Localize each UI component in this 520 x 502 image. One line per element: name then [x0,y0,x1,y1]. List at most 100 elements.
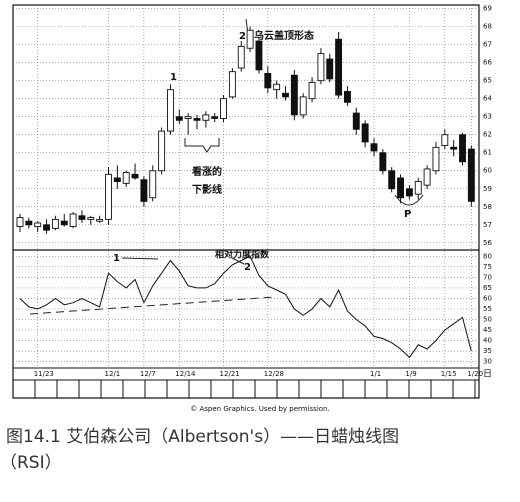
candle-body [255,40,263,71]
y-tick-label: 64 [483,95,492,103]
y-tick-label: 66 [483,59,492,67]
candle-body [264,73,272,89]
candle-body [211,116,219,119]
candle-body [166,89,174,132]
candle-body [16,217,24,228]
y-tick-label: 65 [483,284,492,292]
candle-body [405,188,413,197]
candle-body [202,114,210,121]
y-tick-label: 61 [483,149,492,157]
y-tick-label: 45 [483,326,492,334]
candle-body [361,123,369,143]
y-tick-label: 80 [483,252,492,260]
annotation: P [404,209,411,220]
y-tick-label: 59 [483,185,492,193]
candle-body [299,96,307,116]
x-tick-label: 12/14 [175,370,196,378]
y-tick-label: 69 [483,5,492,13]
candle-body [344,91,351,103]
candle-body [414,181,422,195]
candle-body [237,45,245,69]
candle-body [326,58,334,80]
x-tick-label: 1/1 [370,370,381,378]
candle-body [441,134,449,146]
candle-body [69,213,77,228]
x-tick-label: 12/21 [220,370,240,378]
candle-body [105,173,112,220]
caption: （RSI） [0,453,62,473]
candle-body [51,218,59,229]
annotation: 相对力度指数 [215,249,270,261]
x-tick-label: 12/1 [105,370,121,378]
candle-body [388,170,396,190]
candle-body [113,177,121,182]
candle-body [184,116,192,119]
candle-body [175,116,183,121]
credit: © Aspen Graphics. Used by permission. [190,405,329,413]
x-tick-label: 12/7 [140,370,156,378]
y-tick-label: 63 [483,113,492,121]
candle-body [25,220,33,226]
x-tick-label: 11/23 [34,370,54,378]
candle-body [290,74,298,116]
candle-body [273,83,281,91]
candle-body [43,224,50,231]
y-tick-label: 56 [483,239,492,247]
candle-body [78,215,86,220]
candle-body [131,173,139,179]
annotation: 乌云盖顶形态 [254,29,314,42]
y-tick-label: 55 [483,305,492,313]
candle-body [140,179,148,202]
candle-body [228,71,236,98]
y-tick-label: 58 [483,203,492,211]
x-tick-label: 1/20 [467,370,483,378]
arrow [231,257,245,265]
y-tick-label: 62 [483,131,492,139]
x-tick-label: 1/15 [441,370,457,378]
y-tick-label: 50 [483,316,492,324]
candle-body [220,98,228,119]
candle-body [34,222,42,228]
candle-body [122,172,130,184]
candle-body [397,177,404,199]
candle-body [423,168,431,186]
annotation: 看涨的 [192,165,222,178]
y-tick-label: 67 [483,41,492,49]
arrow [121,257,159,260]
candle-body [60,220,68,226]
annotation: 1 [113,253,120,264]
y-tick-label: 60 [483,294,492,302]
candle-body [317,53,325,82]
trend-line [29,296,276,315]
candle-body [432,146,440,172]
y-tick-label: 35 [483,347,492,355]
candle-body [246,29,254,49]
candle-body [370,143,378,152]
y-tick-label: 65 [483,77,492,85]
y-tick-label: 70 [483,273,492,281]
annotation: 1 [170,72,177,83]
annotation: 2 [244,262,251,273]
y-tick-label: 40 [483,337,492,345]
annotation: 下影线 [192,183,222,196]
candle-body [158,130,166,172]
rsi-line [19,255,472,359]
candle-body [149,170,157,199]
frame [12,4,480,399]
x-axis-label: 日 [483,369,492,380]
y-tick-label: 30 [483,358,492,366]
candle-body [193,118,201,121]
candle-body [467,148,475,202]
candle-body [335,38,343,96]
annotation: 2 [239,31,246,42]
y-tick-label: 75 [483,263,492,271]
y-tick-label: 57 [483,221,492,229]
x-tick-label: 12/28 [264,370,284,378]
candle-body [87,217,95,220]
candle-body [379,152,387,172]
bracket [184,138,220,153]
candle-body [96,218,104,222]
x-tick-label: 1/9 [405,370,416,378]
caption: 图14.1 艾伯森公司（Albertson's）——日蜡烛线图 [6,427,399,447]
